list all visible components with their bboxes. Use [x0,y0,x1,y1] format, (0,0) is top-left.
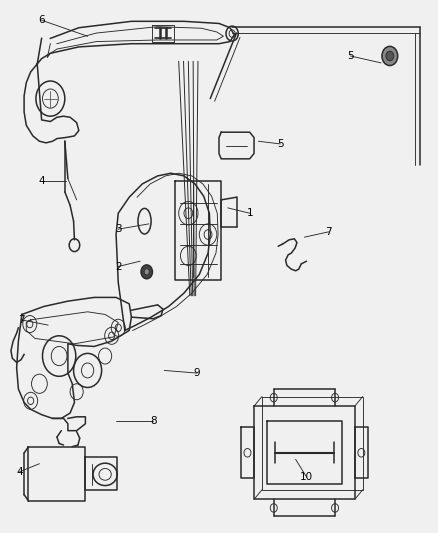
Text: 7: 7 [325,227,332,237]
Text: 9: 9 [194,368,201,378]
Circle shape [382,46,398,66]
Text: 8: 8 [150,416,157,426]
Text: 1: 1 [246,208,253,218]
Text: 4: 4 [38,176,45,186]
Text: 7: 7 [18,315,25,325]
Circle shape [141,265,152,279]
Text: 10: 10 [300,472,313,482]
Text: 6: 6 [38,15,45,25]
Circle shape [144,269,149,275]
Text: 4: 4 [16,467,23,477]
Text: 3: 3 [115,224,122,234]
Circle shape [386,51,394,61]
Text: 5: 5 [347,51,354,61]
Text: 5: 5 [277,139,284,149]
Text: 2: 2 [115,262,122,271]
